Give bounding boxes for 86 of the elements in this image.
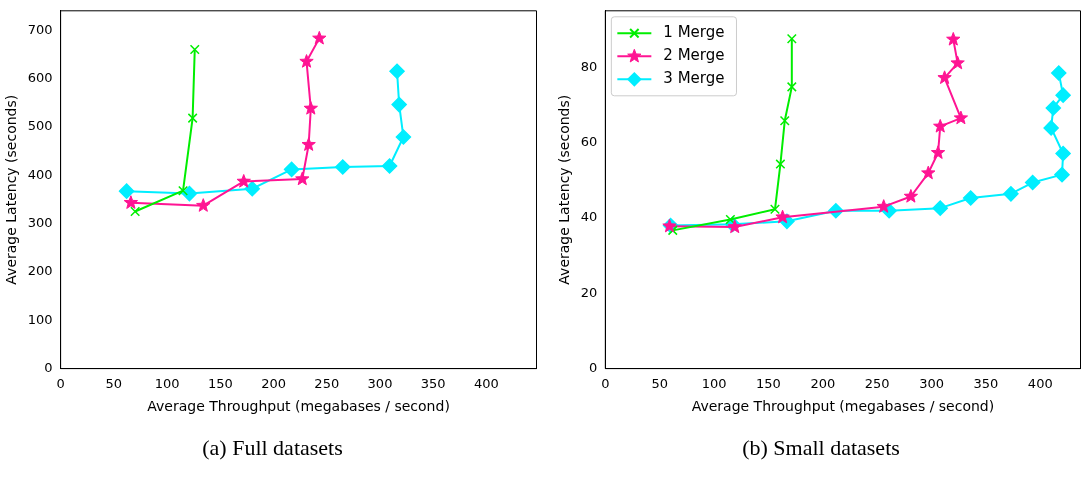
point	[786, 33, 797, 44]
point	[903, 188, 919, 203]
point	[921, 165, 936, 180]
point	[303, 100, 318, 115]
y-tick-label: 20	[580, 284, 598, 300]
point	[334, 159, 351, 175]
point	[775, 159, 786, 170]
point	[187, 113, 198, 124]
point	[130, 206, 141, 217]
point	[1051, 65, 1067, 81]
x-tick-label: 250	[864, 375, 890, 391]
y-tick-label: 100	[27, 311, 53, 327]
point	[932, 200, 948, 216]
x-tick-label: 50	[105, 375, 123, 391]
y-tick-label: 200	[27, 263, 53, 279]
y-tick-label: 0	[44, 359, 53, 375]
x-tick-label: 100	[701, 375, 727, 391]
point	[312, 30, 327, 45]
point	[937, 70, 952, 84]
point	[769, 204, 780, 215]
x-tick-label: 350	[420, 375, 446, 391]
y-axis-title: Average Latency (seconds)	[3, 94, 20, 285]
y-tick-label: 600	[27, 69, 53, 85]
point	[389, 63, 405, 79]
y-tick-label: 60	[580, 134, 598, 149]
point	[1054, 166, 1070, 183]
point	[1003, 186, 1019, 202]
point	[181, 185, 198, 202]
point	[1043, 120, 1059, 136]
point	[930, 145, 946, 159]
y-tick-label: 40	[580, 209, 598, 225]
point	[962, 190, 979, 206]
point	[950, 55, 965, 70]
point	[786, 81, 797, 92]
point	[933, 118, 948, 133]
point	[391, 96, 407, 113]
point	[301, 137, 316, 151]
text: (b) Small datasets	[741, 435, 901, 461]
point	[779, 115, 790, 126]
legend-label: 1 Merge	[663, 23, 725, 42]
point	[395, 129, 412, 145]
point	[244, 180, 260, 197]
point	[946, 31, 961, 46]
point	[1024, 174, 1041, 191]
point	[381, 158, 398, 174]
point	[123, 195, 139, 209]
x-tick-label: 250	[314, 375, 340, 391]
y-tick-label: 500	[27, 118, 53, 134]
x-tick-label: 400	[1027, 375, 1053, 391]
point	[196, 198, 211, 212]
y-tick-label: 0	[589, 359, 598, 375]
point	[189, 44, 200, 55]
x-tick-label: 50	[651, 375, 668, 391]
point	[283, 161, 300, 178]
x-tick-label: 350	[973, 375, 999, 391]
x-tick-label: 0	[56, 375, 65, 391]
x-tick-label: 150	[207, 375, 233, 391]
x-tick-label: 300	[919, 375, 944, 391]
legend-label: 3 Merge	[663, 69, 725, 88]
point	[299, 54, 314, 68]
x-tick-label: 0	[601, 375, 610, 391]
point	[1055, 145, 1071, 162]
point	[236, 173, 251, 188]
x-tick-label: 200	[261, 375, 286, 391]
text: (a) Full datasets	[201, 435, 344, 461]
point	[1045, 100, 1062, 116]
point	[775, 209, 790, 224]
y-tick-label: 300	[27, 214, 53, 230]
y-tick-label: 80	[580, 58, 598, 74]
x-tick-label: 400	[474, 375, 499, 391]
x-tick-label: 200	[810, 375, 836, 391]
point	[953, 110, 969, 125]
y-tick-label: 700	[27, 21, 53, 37]
point	[1055, 87, 1071, 103]
y-tick-label: 400	[27, 166, 53, 182]
x-axis-title: Average Throughput (megabases / second)	[147, 398, 450, 415]
x-tick-label: 150	[756, 375, 781, 391]
x-tick-label: 300	[367, 375, 393, 391]
x-axis-title: Average Throughput (megabases / second)	[691, 398, 995, 415]
point	[876, 199, 891, 213]
y-axis-title: Average Latency (seconds)	[556, 94, 573, 285]
point	[178, 185, 189, 196]
x-tick-label: 100	[154, 375, 180, 391]
legend-label: 2 Merge	[663, 46, 725, 65]
point	[295, 171, 310, 186]
point	[118, 183, 135, 199]
